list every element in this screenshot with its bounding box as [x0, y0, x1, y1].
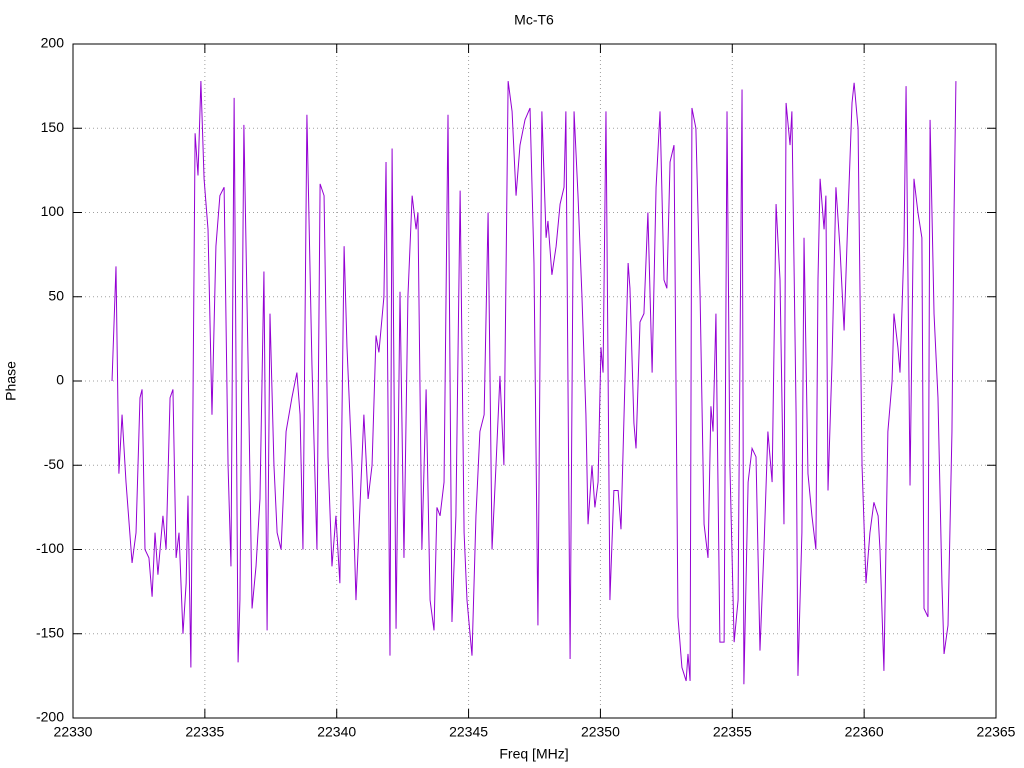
y-tick-label: 0 [56, 372, 64, 388]
x-tick-label: 22360 [845, 724, 884, 740]
x-tick-label: 22365 [977, 724, 1016, 740]
y-tick-label: -200 [36, 709, 64, 725]
x-tick-label: 22350 [581, 724, 620, 740]
y-axis-label: Phase [3, 361, 19, 401]
y-tick-label: 50 [48, 287, 64, 303]
x-tick-label: 22335 [185, 724, 224, 740]
y-tick-label: -100 [36, 540, 64, 556]
x-tick-label: 22345 [449, 724, 488, 740]
x-tick-label: 22340 [317, 724, 356, 740]
plot-border [72, 43, 997, 719]
x-tick-label: 22355 [713, 724, 752, 740]
y-tick-label: -150 [36, 624, 64, 640]
x-axis-label: Freq [MHz] [499, 746, 568, 762]
x-tick-label: 22330 [54, 724, 93, 740]
chart-title: Mc-T6 [514, 12, 554, 28]
y-tick-label: 200 [41, 35, 65, 51]
y-tick-label: 150 [41, 119, 65, 135]
data-line [111, 81, 957, 685]
y-tick-label: 100 [41, 203, 65, 219]
y-tick-label: -50 [44, 456, 64, 472]
